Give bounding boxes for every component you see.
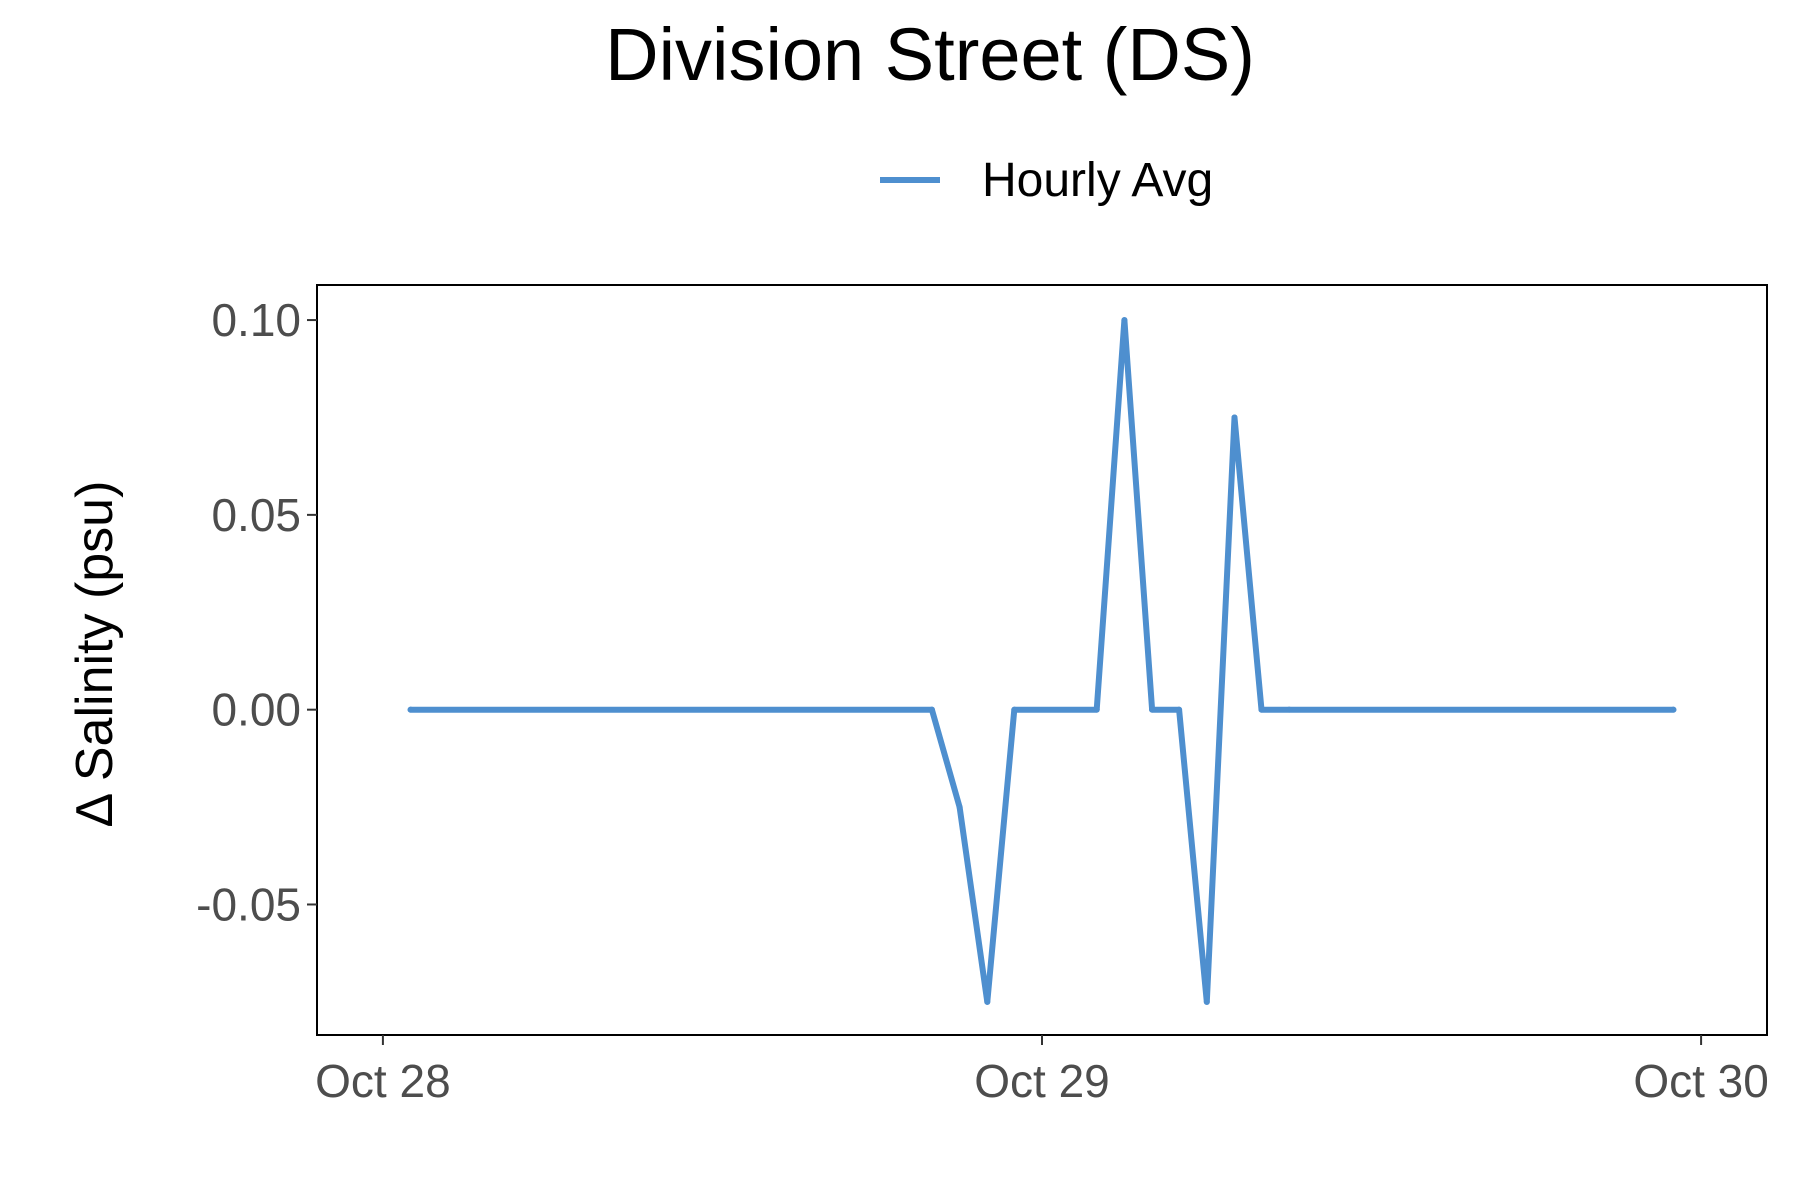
data-point [407, 706, 414, 713]
data-point [1149, 706, 1156, 713]
data-point [1258, 706, 1265, 713]
y-tick-label: -0.05 [196, 878, 301, 930]
data-point [984, 998, 991, 1005]
legend-key-hourly-avg [880, 177, 940, 183]
data-point [1203, 998, 1210, 1005]
data-point [1093, 706, 1100, 713]
chart-title: Division Street (DS) [605, 13, 1255, 96]
legend-label-hourly-avg: Hourly Avg [982, 153, 1214, 207]
y-tick-label: 0.10 [211, 294, 301, 346]
series-line-hourly-avg [407, 317, 1677, 1005]
data-point [956, 804, 963, 811]
y-axis-title: Δ Salinity (psu) [66, 481, 124, 828]
legend: Hourly Avg [880, 150, 1213, 210]
y-tick-label: 0.00 [211, 684, 301, 736]
x-tick-label: Oct 28 [315, 1055, 451, 1107]
data-point [1011, 706, 1018, 713]
x-tick-label: Oct 30 [1633, 1055, 1769, 1107]
data-point [928, 706, 935, 713]
data-point [1670, 706, 1677, 713]
data-point [1176, 706, 1183, 713]
data-point [1121, 317, 1128, 324]
y-tick-label: 0.05 [211, 489, 301, 541]
plot-panel-border [316, 284, 1768, 1036]
data-point [1286, 706, 1293, 713]
data-point [1231, 414, 1238, 421]
x-tick-label: Oct 29 [974, 1055, 1110, 1107]
